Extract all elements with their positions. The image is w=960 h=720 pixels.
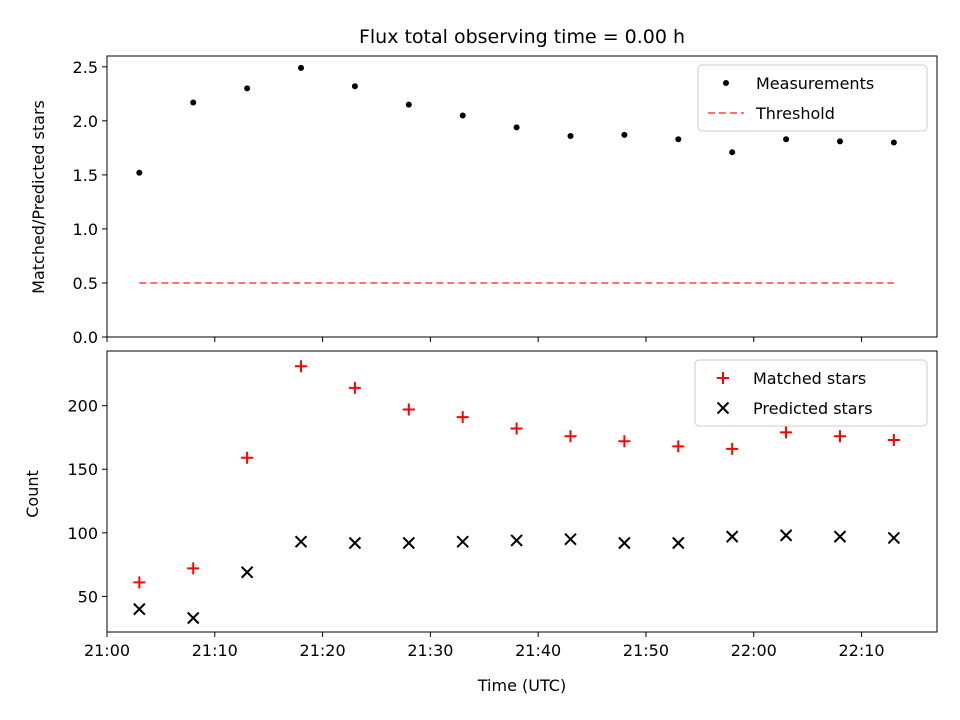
predicted-point xyxy=(348,536,362,550)
measurement-point xyxy=(783,136,790,143)
plot-frame xyxy=(106,55,938,338)
x-tick-label: 21:30 xyxy=(407,641,453,660)
measurement-point xyxy=(459,112,466,119)
matched-point xyxy=(241,451,254,464)
matched-point xyxy=(564,430,577,443)
x-tick-label: 22:00 xyxy=(731,641,777,660)
x-tick-label: 21:20 xyxy=(300,641,346,660)
matched-point xyxy=(348,381,361,394)
matched-point xyxy=(402,403,415,416)
measurement-point xyxy=(621,131,628,138)
legend-box xyxy=(697,64,928,132)
y-tick-label: 2.0 xyxy=(73,112,98,131)
measurement-point xyxy=(298,64,305,71)
y-tick-label: 0.0 xyxy=(73,328,98,347)
measurement-point xyxy=(405,101,412,108)
predicted-point xyxy=(240,566,254,579)
matched-point xyxy=(456,411,469,424)
measurement-point xyxy=(836,138,843,145)
count-panel: 50 100 150 200 21:00 21:10 21:20 21:30 21:40 21:5… xyxy=(67,350,938,660)
x-tick-label: 21:50 xyxy=(623,641,669,660)
y-tick-label: 50 xyxy=(78,587,98,606)
chart-title: Flux total observing time = 0.00 h xyxy=(359,26,685,48)
predicted-point xyxy=(456,535,469,548)
y-tick-label: 2.5 xyxy=(73,58,98,77)
predicted-point xyxy=(564,532,577,546)
measurement-point xyxy=(729,149,736,156)
predicted-point xyxy=(779,529,793,542)
legend-label: Threshold xyxy=(755,104,835,123)
measurement-point xyxy=(513,124,520,131)
legend-box xyxy=(694,359,928,427)
matched-point xyxy=(510,422,523,435)
matched-point xyxy=(887,434,900,447)
measurement-point xyxy=(190,99,197,106)
matched-point xyxy=(726,442,739,455)
x-tick-label: 21:00 xyxy=(84,641,130,660)
predicted-point xyxy=(672,536,685,550)
predicted-point xyxy=(725,530,739,543)
y-tick-label: 1.0 xyxy=(73,220,98,239)
y-tick-label: 200 xyxy=(67,397,98,416)
matched-point xyxy=(618,435,631,448)
predicted-point xyxy=(187,611,200,625)
y-tick-label: 100 xyxy=(67,524,98,543)
measurement-point xyxy=(136,169,143,176)
measurement-point xyxy=(244,85,251,92)
ratio-panel: 0.0 0.5 1.0 1.5 2.0 2.5 Measurements Threshold xyxy=(73,55,938,347)
y-tick-label: 150 xyxy=(67,460,98,479)
predicted-point xyxy=(133,602,146,616)
measurement-point xyxy=(890,139,897,146)
predicted-point xyxy=(833,530,847,543)
predicted-point xyxy=(402,536,416,550)
x-tick-label: 22:10 xyxy=(838,641,884,660)
x-tick-label: 21:40 xyxy=(515,641,561,660)
y-axis-label-top: Matched/Predicted stars xyxy=(29,100,48,294)
legend-handle xyxy=(716,401,730,415)
matched-point xyxy=(780,426,793,439)
legend-handle xyxy=(717,372,729,384)
y-tick-label: 0.5 xyxy=(73,274,98,293)
legend-handle xyxy=(723,80,729,86)
measurement-point xyxy=(675,136,682,143)
y-tick-label: 1.5 xyxy=(73,166,98,185)
matched-point xyxy=(187,562,200,575)
legend-label: Measurements xyxy=(756,74,874,93)
y-axis-label-bottom: Count xyxy=(23,470,42,518)
measurement-point xyxy=(567,132,574,139)
legend-label: Matched stars xyxy=(753,369,866,388)
measurement-point xyxy=(351,83,358,90)
x-tick-label: 21:10 xyxy=(192,641,238,660)
matched-point xyxy=(133,576,146,589)
matched-point xyxy=(295,360,308,373)
predicted-point xyxy=(618,536,631,550)
matched-point xyxy=(672,440,685,453)
predicted-point xyxy=(510,534,523,547)
legend-label: Predicted stars xyxy=(753,399,873,418)
plot-frame xyxy=(106,350,938,633)
x-axis-label: Time (UTC) xyxy=(477,676,566,695)
predicted-point xyxy=(294,535,308,548)
predicted-point xyxy=(887,531,901,545)
matched-point xyxy=(833,430,846,443)
